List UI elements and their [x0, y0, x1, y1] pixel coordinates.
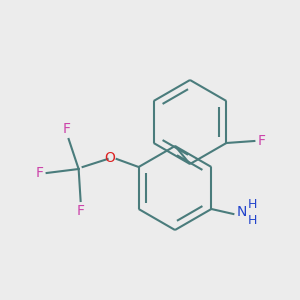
Text: H: H [248, 214, 257, 226]
Text: N: N [236, 205, 247, 219]
Text: F: F [36, 166, 43, 180]
Text: O: O [104, 151, 115, 165]
Text: F: F [76, 204, 85, 218]
Text: H: H [248, 199, 257, 212]
Text: F: F [63, 122, 70, 136]
Text: F: F [257, 134, 266, 148]
